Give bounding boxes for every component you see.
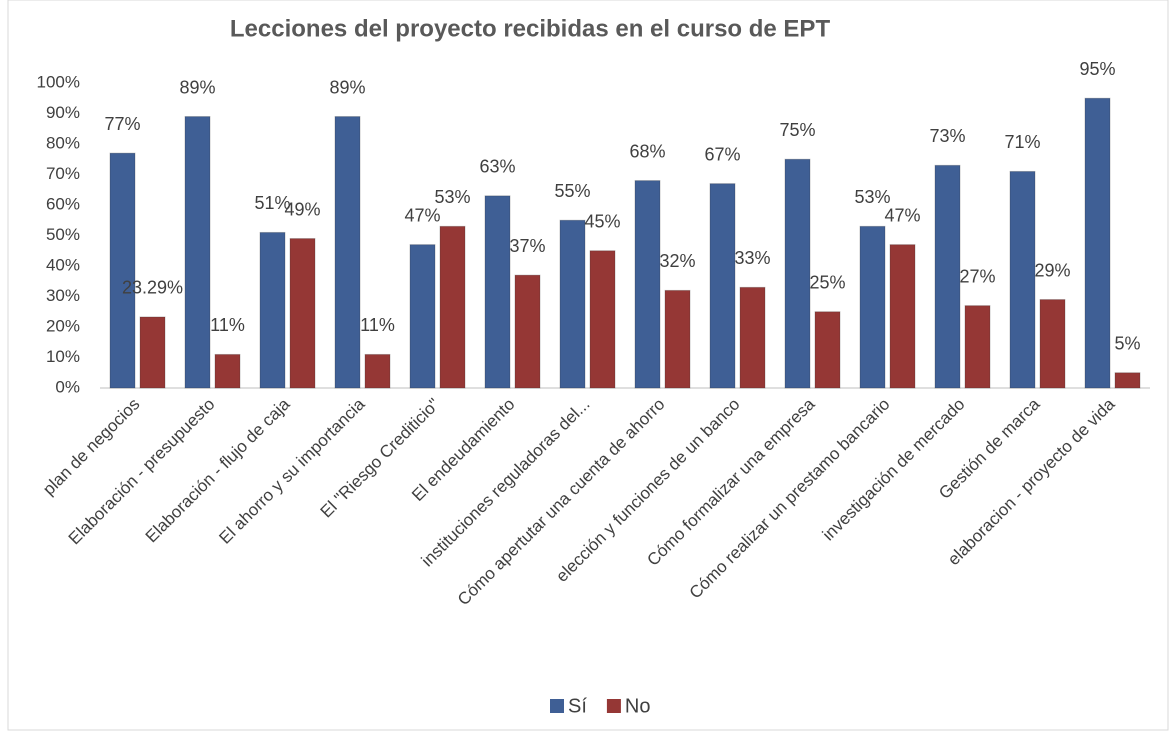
- bar: [784, 158, 811, 389]
- data-label: 5%: [1114, 334, 1140, 354]
- bar: [364, 353, 391, 389]
- bar: [664, 289, 691, 389]
- bar: [964, 305, 991, 389]
- bar: [934, 164, 961, 389]
- data-label: 53%: [854, 187, 890, 207]
- data-label: 33%: [734, 248, 770, 268]
- y-tick-label: 30%: [46, 286, 80, 305]
- bar: [334, 116, 361, 389]
- data-label: 73%: [929, 126, 965, 146]
- y-tick-label: 90%: [46, 103, 80, 122]
- data-label: 32%: [659, 251, 695, 271]
- legend-swatch: [606, 699, 621, 713]
- bar: [634, 180, 661, 389]
- legend-label: Sí: [568, 695, 587, 717]
- data-label: 55%: [554, 181, 590, 201]
- data-label: 63%: [479, 157, 515, 177]
- y-tick-label: 40%: [46, 255, 80, 274]
- bar: [409, 244, 436, 389]
- data-label: 45%: [584, 212, 620, 232]
- bar: [814, 311, 841, 389]
- data-label: 71%: [1004, 132, 1040, 152]
- y-tick-label: 70%: [46, 164, 80, 183]
- bar: [259, 231, 286, 389]
- legend-swatch: [550, 699, 564, 713]
- bar: [559, 219, 586, 389]
- bar: [289, 238, 316, 389]
- data-label: 37%: [509, 236, 545, 256]
- bar: [214, 353, 241, 389]
- data-label: 23.29%: [122, 278, 183, 298]
- y-tick-label: 100%: [37, 72, 80, 91]
- data-label: 51%: [254, 193, 290, 213]
- bar: [709, 183, 736, 389]
- bar: [1039, 299, 1066, 389]
- bar: [139, 316, 166, 389]
- data-label: 68%: [629, 141, 665, 161]
- data-label: 75%: [779, 120, 815, 140]
- y-tick-label: 20%: [46, 316, 80, 335]
- y-tick-label: 0%: [55, 377, 80, 396]
- data-label: 47%: [884, 205, 920, 225]
- y-tick-label: 50%: [46, 225, 80, 244]
- bar: [439, 225, 466, 389]
- legend-label: No: [625, 695, 651, 717]
- data-label: 89%: [179, 77, 215, 97]
- chart-title: Lecciones del proyecto recibidas en el c…: [230, 15, 831, 42]
- bar: [859, 225, 886, 389]
- bar: [1009, 170, 1036, 389]
- y-tick-label: 80%: [46, 133, 80, 152]
- data-label: 11%: [360, 315, 395, 335]
- data-label: 53%: [434, 187, 470, 207]
- bar: [589, 250, 616, 389]
- bar: [889, 244, 916, 389]
- chart-frame: [7, 0, 1169, 731]
- data-label: 25%: [809, 273, 845, 293]
- data-label: 29%: [1034, 260, 1070, 280]
- bar: [484, 195, 511, 389]
- bar: [514, 274, 541, 389]
- bar: [1114, 372, 1141, 389]
- y-tick-label: 60%: [46, 194, 80, 213]
- bar: [1084, 97, 1111, 389]
- data-label: 95%: [1079, 59, 1115, 79]
- bar: [739, 286, 766, 389]
- bar: [184, 116, 211, 389]
- data-label: 67%: [704, 144, 740, 164]
- data-label: 49%: [284, 199, 320, 219]
- y-tick-label: 10%: [46, 347, 80, 366]
- data-label: 77%: [104, 114, 140, 134]
- bar: [109, 152, 136, 389]
- data-label: 27%: [959, 266, 995, 286]
- data-label: 11%: [210, 315, 245, 335]
- data-label: 89%: [329, 77, 365, 97]
- data-label: 47%: [404, 205, 440, 225]
